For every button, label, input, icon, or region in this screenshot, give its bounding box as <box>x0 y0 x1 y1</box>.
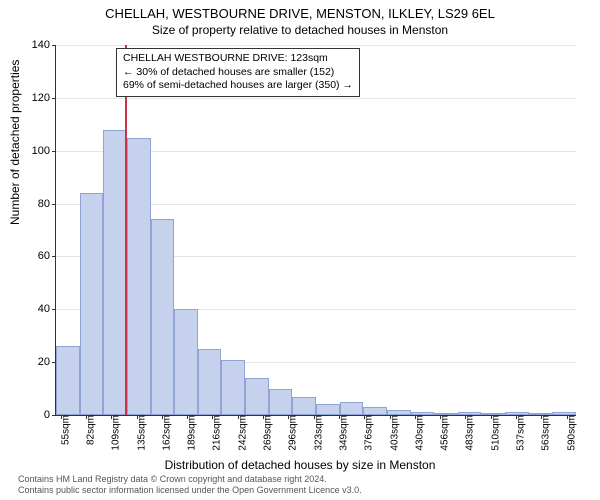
xtick-label: 537sqm <box>511 415 526 451</box>
histogram-bar <box>292 397 316 416</box>
ytick-label: 140 <box>20 39 56 51</box>
histogram-bar <box>56 346 80 415</box>
x-axis-label: Distribution of detached houses by size … <box>0 458 600 472</box>
xtick-label: 349sqm <box>334 415 349 451</box>
xtick-label: 216sqm <box>208 415 223 451</box>
histogram-bar <box>363 407 387 415</box>
xtick-label: 296sqm <box>284 415 299 451</box>
xtick-label: 55sqm <box>56 415 71 445</box>
xtick-label: 403sqm <box>385 415 400 451</box>
ytick-label: 120 <box>20 92 56 104</box>
info-box: CHELLAH WESTBOURNE DRIVE: 123sqm ← 30% o… <box>116 48 360 97</box>
histogram-bar <box>316 404 340 415</box>
xtick-label: 430sqm <box>410 415 425 451</box>
histogram-bar <box>245 378 269 415</box>
xtick-label: 162sqm <box>157 415 172 451</box>
plot-area: 020406080100120140 55sqm82sqm109sqm135sq… <box>55 45 576 416</box>
ytick-label: 40 <box>20 303 56 315</box>
histogram-bar <box>174 309 198 415</box>
histogram-bar <box>151 219 175 415</box>
ytick-label: 80 <box>20 198 56 210</box>
xtick-label: 483sqm <box>461 415 476 451</box>
histogram-bar <box>269 389 293 415</box>
credits-line-1: Contains HM Land Registry data © Crown c… <box>18 474 362 485</box>
credits-line-2: Contains public sector information licen… <box>18 485 362 496</box>
histogram-bar <box>127 138 151 416</box>
property-marker-line <box>125 45 127 415</box>
ytick-label: 20 <box>20 356 56 368</box>
info-line-3: 69% of semi-detached houses are larger (… <box>123 79 353 93</box>
credits: Contains HM Land Registry data © Crown c… <box>18 474 362 497</box>
xtick-label: 242sqm <box>233 415 248 451</box>
histogram-bar <box>103 130 127 415</box>
histogram-bars <box>56 45 576 415</box>
histogram-bar <box>198 349 222 415</box>
xtick-label: 590sqm <box>562 415 577 451</box>
xtick-label: 135sqm <box>132 415 147 451</box>
xtick-label: 510sqm <box>486 415 501 451</box>
chart-title: CHELLAH, WESTBOURNE DRIVE, MENSTON, ILKL… <box>0 0 600 21</box>
histogram-bar <box>340 402 364 415</box>
ytick-label: 100 <box>20 145 56 157</box>
chart-container: CHELLAH, WESTBOURNE DRIVE, MENSTON, ILKL… <box>0 0 600 500</box>
xtick-label: 269sqm <box>259 415 274 451</box>
xtick-label: 189sqm <box>183 415 198 451</box>
ytick-label: 60 <box>20 250 56 262</box>
xtick-label: 376sqm <box>360 415 375 451</box>
xtick-label: 323sqm <box>309 415 324 451</box>
xtick-label: 109sqm <box>107 415 122 451</box>
xtick-label: 563sqm <box>537 415 552 451</box>
info-line-1: CHELLAH WESTBOURNE DRIVE: 123sqm <box>123 52 353 66</box>
xtick-label: 82sqm <box>82 415 97 445</box>
histogram-bar <box>221 360 245 416</box>
chart-subtitle: Size of property relative to detached ho… <box>0 21 600 37</box>
xtick-label: 456sqm <box>436 415 451 451</box>
info-line-2: ← 30% of detached houses are smaller (15… <box>123 66 353 80</box>
histogram-bar <box>80 193 104 415</box>
ytick-label: 0 <box>20 409 56 421</box>
